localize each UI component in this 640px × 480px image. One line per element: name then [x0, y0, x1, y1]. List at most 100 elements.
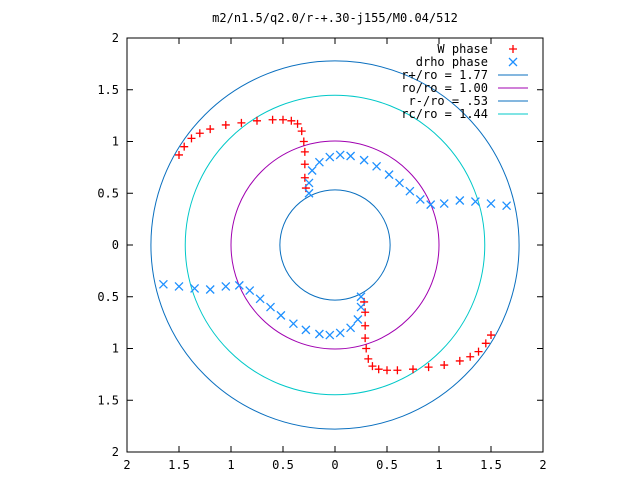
- data-point: [279, 115, 287, 124]
- data-point: [195, 129, 204, 138]
- data-point: [234, 280, 244, 290]
- data-point: [205, 285, 215, 294]
- x-tick-label: 1: [227, 458, 234, 472]
- data-point: [359, 155, 369, 165]
- data-point: [395, 178, 404, 188]
- legend-label: r+/ro = 1.77: [401, 68, 488, 82]
- data-point: [335, 328, 345, 338]
- data-point: [372, 161, 382, 171]
- data-point: [307, 166, 317, 175]
- radius-circle: [184, 94, 486, 396]
- data-point: [158, 279, 168, 289]
- data-point: [361, 334, 370, 343]
- x-tick-label: 1.5: [480, 458, 502, 472]
- x-tick-label: 0: [331, 458, 338, 472]
- data-point: [486, 199, 496, 209]
- data-point: [237, 118, 246, 127]
- data-point: [300, 173, 309, 182]
- data-point: [221, 281, 231, 291]
- data-point: [266, 302, 275, 312]
- data-point: [293, 119, 302, 128]
- data-point: [174, 281, 184, 291]
- data-point: [405, 186, 415, 196]
- data-point: [361, 321, 370, 330]
- data-point: [362, 344, 371, 353]
- data-point: [481, 339, 490, 348]
- plot-area: 2 1.5 1 0.5 0 0.5 1 1.5 221.510.500.511.52: [97, 31, 546, 472]
- data-point: [245, 286, 255, 295]
- data-point: [470, 197, 480, 206]
- data-point: [299, 137, 308, 146]
- data-point: [180, 142, 189, 151]
- x-tick-label: 0.5: [272, 458, 294, 472]
- x-tick-label: 1: [435, 458, 442, 472]
- data-point: [297, 127, 306, 136]
- data-point: [346, 151, 356, 161]
- radius-circle: [150, 60, 520, 430]
- data-point: [384, 170, 394, 180]
- data-point: [314, 157, 324, 167]
- data-point: [424, 363, 433, 372]
- data-point: [288, 319, 298, 329]
- legend-marker: [508, 57, 518, 67]
- chart-title: m2/n1.5/q2.0/r-+.30-j155/M0.04/512: [212, 11, 458, 25]
- x-tick-label: 2: [539, 458, 546, 472]
- y-tick-label: 1.5: [97, 393, 119, 407]
- radius-circle: [230, 140, 440, 350]
- data-point: [393, 366, 402, 375]
- data-point: [466, 352, 475, 361]
- y-tick-label: 1.5: [97, 83, 119, 97]
- data-point: [253, 116, 261, 125]
- data-point: [415, 195, 425, 204]
- legend-label: drho phase: [416, 55, 488, 69]
- y-tick-label: 0.5: [97, 290, 119, 304]
- data-point: [221, 120, 230, 129]
- x-tick-label: 2: [123, 458, 130, 472]
- data-point: [300, 160, 309, 169]
- data-point: [383, 366, 391, 375]
- data-point: [364, 354, 373, 363]
- y-tick-label: 2: [112, 31, 119, 45]
- radius-circle: [279, 189, 391, 301]
- data-point: [300, 147, 309, 156]
- data-point: [368, 362, 377, 371]
- x-tick-label: 1.5: [168, 458, 190, 472]
- data-point: [361, 308, 370, 317]
- data-point: [502, 201, 512, 211]
- data-point: [175, 150, 183, 159]
- data-point: [190, 284, 200, 293]
- data-point: [374, 365, 383, 374]
- x-tick-label: 0.5: [376, 458, 398, 472]
- y-tick-label: 0.5: [97, 186, 119, 200]
- data-point: [439, 199, 449, 209]
- data-point: [487, 331, 495, 340]
- data-point: [301, 325, 311, 335]
- data-point: [304, 188, 314, 198]
- legend-marker: [509, 45, 517, 53]
- data-point: [455, 356, 464, 365]
- data-point: [187, 134, 196, 143]
- data-point: [314, 329, 324, 339]
- data-point: [474, 347, 483, 356]
- data-point: [335, 150, 345, 160]
- data-point: [268, 115, 277, 124]
- data-point: [276, 310, 286, 320]
- data-point: [346, 323, 356, 333]
- data-point: [426, 200, 436, 210]
- y-tick-label: 1: [112, 135, 119, 149]
- data-point: [440, 361, 449, 370]
- data-point: [287, 116, 296, 125]
- data-point: [206, 125, 215, 134]
- data-point: [255, 294, 265, 304]
- data-point: [356, 302, 366, 312]
- y-tick-label: 0: [112, 238, 119, 252]
- data-point: [409, 365, 417, 374]
- legend-label: ro/ro = 1.00: [401, 81, 488, 95]
- data-point: [353, 315, 363, 324]
- data-point: [325, 152, 335, 162]
- data-point: [455, 196, 465, 205]
- y-tick-label: 2: [112, 445, 119, 459]
